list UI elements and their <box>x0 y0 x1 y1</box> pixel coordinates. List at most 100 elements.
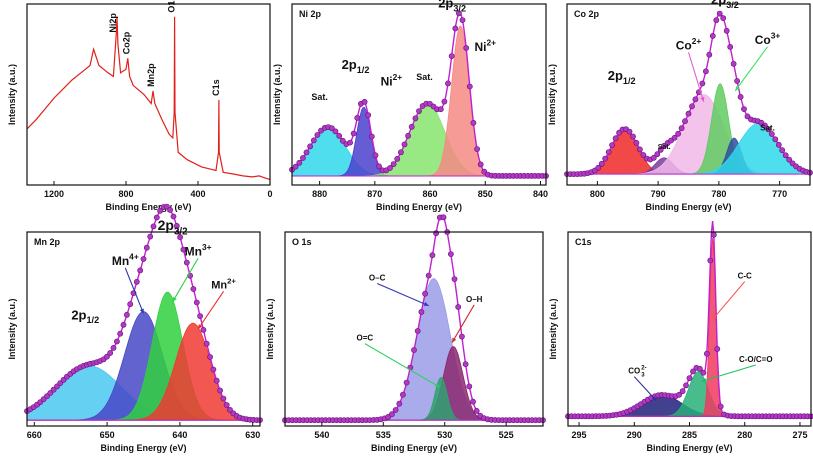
label-arrow <box>376 282 429 307</box>
data-point <box>433 230 439 237</box>
data-point <box>376 163 382 170</box>
data-point <box>140 256 147 262</box>
peak-label: Mn3+ <box>185 242 212 258</box>
data-point <box>440 214 447 221</box>
plot-frame <box>26 3 271 186</box>
data-point <box>682 118 688 125</box>
label-arrow <box>364 343 441 388</box>
survey-peak-label: Mn2p <box>146 63 156 87</box>
data-point <box>425 272 432 279</box>
data-point <box>307 143 313 150</box>
plot-frame <box>26 231 261 427</box>
x-axis-label: Binding Energy (eV) <box>645 202 731 212</box>
peak-label: 2p3/2 <box>711 0 739 10</box>
peak-label-subscript: 3 <box>641 373 645 379</box>
data-point <box>707 257 714 264</box>
x-tick-label: 800 <box>590 189 605 199</box>
data-point <box>114 338 120 345</box>
data-point <box>213 377 220 384</box>
data-point <box>388 411 395 418</box>
data-point <box>458 333 465 340</box>
label-arrowhead <box>712 314 718 320</box>
data-point <box>675 130 681 137</box>
data-point <box>414 328 421 334</box>
survey-peak-label: C1s <box>211 79 221 96</box>
x-tick-label: 280 <box>737 430 752 440</box>
panel-title: O 1s <box>292 237 312 247</box>
label-arrow <box>124 267 145 314</box>
x-tick-label: 850 <box>478 189 493 199</box>
label-arrow <box>451 304 475 343</box>
data-point <box>447 251 454 257</box>
peak-label: 2p1/2 <box>608 68 636 86</box>
data-point <box>350 130 357 137</box>
y-axis-label: Intensity (a.u.) <box>272 64 282 125</box>
data-point <box>704 350 710 357</box>
data-point <box>299 155 306 161</box>
peak-label: Co2+ <box>676 36 702 52</box>
x-axis-label: Binding Energy (eV) <box>105 202 191 212</box>
data-point <box>782 152 789 159</box>
data-point <box>354 115 361 121</box>
data-point <box>401 141 408 148</box>
survey-peak-label: Ni2p <box>108 13 118 33</box>
peak-label: 2p1/2 <box>342 57 370 75</box>
data-point <box>143 244 150 251</box>
data-point <box>223 402 230 408</box>
data-point <box>630 133 636 140</box>
data-point <box>418 308 425 315</box>
chart-panel: Ni2p Co2p Mn2p O1s C1s 1200 800 400 0 Binding Ene… <box>7 0 273 212</box>
data-point <box>459 17 466 23</box>
x-tick-label: 840 <box>533 189 548 199</box>
chart-panel: 2p1/2 Mn4+ 2p3/2 Mn3+ Mn2+ 660 650 640 630 Bindin… <box>7 203 263 453</box>
data-point <box>180 246 187 253</box>
data-point <box>768 131 775 137</box>
label-arrow <box>687 52 705 102</box>
data-point <box>193 299 200 306</box>
data-point <box>720 15 727 21</box>
data-point <box>368 133 375 140</box>
data-point <box>473 407 480 414</box>
label-arrowhead <box>452 337 457 343</box>
data-point <box>394 155 401 162</box>
data-point <box>709 33 716 39</box>
survey-peak-label: O1s <box>167 0 177 13</box>
data-point <box>200 326 207 333</box>
x-tick-label: 790 <box>651 189 666 199</box>
data-point <box>347 139 353 146</box>
data-point <box>730 60 737 67</box>
data-point <box>678 125 685 132</box>
data-point <box>441 98 448 105</box>
data-point <box>650 154 657 161</box>
data-point <box>609 142 615 148</box>
data-point <box>120 321 127 328</box>
data-point <box>437 106 444 113</box>
peak-label: Sat. <box>760 124 775 133</box>
x-tick-label: 290 <box>627 430 642 440</box>
data-point <box>676 391 682 398</box>
data-point <box>683 382 689 389</box>
data-point <box>466 383 473 390</box>
label-arrow <box>633 376 657 402</box>
data-point <box>706 51 713 58</box>
data-point <box>177 234 183 241</box>
peak-label: C-C <box>738 272 752 281</box>
data-point <box>654 151 661 158</box>
x-tick-label: 650 <box>100 430 115 440</box>
data-point <box>637 146 643 153</box>
data-point <box>710 231 717 238</box>
label-arrowhead <box>198 324 203 329</box>
peak-label: Sat. <box>311 92 328 102</box>
plot-frame <box>284 231 544 427</box>
data-point <box>477 161 484 168</box>
peak-label: Mn4+ <box>112 252 139 268</box>
data-point <box>762 122 768 129</box>
data-point <box>775 141 782 148</box>
data-point <box>723 27 730 34</box>
data-point <box>455 10 462 17</box>
data-point <box>717 403 724 410</box>
data-point <box>685 110 692 117</box>
panel-title: Ni 2p <box>299 9 322 19</box>
data-point <box>157 207 163 214</box>
peak-label: C-O/C=O <box>739 355 773 364</box>
